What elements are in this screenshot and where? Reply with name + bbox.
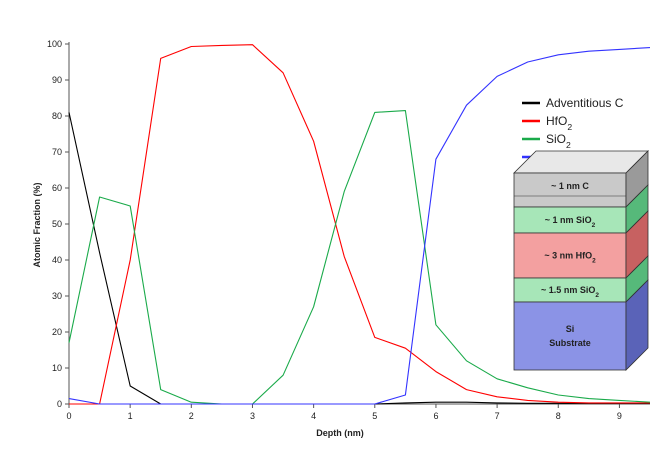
legend-label: Adventitious C	[546, 96, 624, 110]
y-tick-label: 80	[52, 111, 62, 121]
stack-layer-label: Si	[566, 324, 575, 334]
x-tick-label: 5	[372, 411, 377, 421]
x-tick-label: 9	[617, 411, 622, 421]
x-tick-label: 1	[128, 411, 133, 421]
x-tick-label: 8	[556, 411, 561, 421]
chart-series-lines	[68, 44, 651, 405]
x-tick-label: 7	[495, 411, 500, 421]
y-tick-label: 50	[52, 219, 62, 229]
y-axis-label: Atomic Fraction (%)	[32, 182, 42, 267]
x-tick-label: 6	[433, 411, 438, 421]
y-tick-label: 30	[52, 291, 62, 301]
x-tick-label: 2	[189, 411, 194, 421]
series-line-2	[68, 110, 651, 405]
y-tick-label: 60	[52, 183, 62, 193]
stack-layer-label-line2: Substrate	[549, 338, 591, 348]
x-tick-label: 4	[311, 411, 316, 421]
x-axis-label: Depth (nm)	[316, 428, 364, 438]
y-tick-label: 90	[52, 75, 62, 85]
stack-layer-front	[513, 277, 627, 303]
y-tick-label: 20	[52, 327, 62, 337]
y-tick-label: 10	[52, 363, 62, 373]
y-tick-label: 0	[57, 399, 62, 409]
legend-label: HfO2	[546, 114, 572, 132]
stack-layer-front	[513, 206, 627, 234]
stack-layer-front	[513, 232, 627, 279]
stack-layer-side	[625, 279, 649, 371]
stack-layer-label: ~ 1 nm C	[551, 181, 589, 191]
layer-stack-diagram: ~ 1 nm C~ 1 nm SiO2~ 3 nm HfO2~ 1.5 nm S…	[513, 150, 649, 371]
legend-label: SiO2	[546, 132, 571, 150]
stack-top-face	[513, 150, 649, 174]
series-line-1	[69, 44, 650, 405]
x-tick-label: 3	[250, 411, 255, 421]
series-line-3	[68, 47, 651, 405]
stack-layer-front	[513, 301, 627, 371]
y-tick-label: 40	[52, 255, 62, 265]
y-tick-label: 70	[52, 147, 62, 157]
x-tick-label: 0	[66, 411, 71, 421]
y-tick-label: 100	[47, 39, 62, 49]
